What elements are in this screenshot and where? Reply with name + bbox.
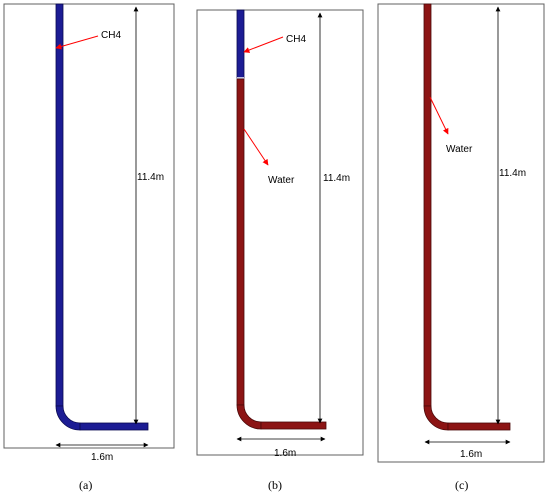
water-arrow	[243, 128, 269, 166]
pipe-horizontal	[79, 422, 149, 431]
panel-a-frame	[3, 3, 175, 449]
ch4-label: CH4	[101, 30, 121, 41]
panel-a: CH4 11.4m 1.6m (a)	[3, 3, 175, 492]
panel-b-pipe	[236, 9, 327, 430]
height-label: 11.4m	[499, 168, 526, 179]
panel-b-frame	[196, 9, 364, 456]
width-label: 1.6m	[460, 449, 482, 460]
ch4-arrow	[55, 35, 99, 50]
height-label: 11.4m	[137, 172, 164, 183]
pipe-horizontal	[447, 422, 511, 431]
water-arrow	[429, 96, 449, 135]
panel-b: CH4 Water 11.4m 1.6m (b)	[196, 9, 364, 492]
width-label: 1.6m	[274, 448, 296, 459]
pipe-water-section	[236, 78, 245, 406]
panel-c-pipe	[423, 3, 511, 431]
pipe-horizontal	[260, 421, 327, 430]
ch4-arrow	[243, 36, 284, 53]
caption-c: (c)	[455, 478, 468, 492]
water-label: Water	[268, 175, 295, 186]
width-label: 1.6m	[91, 452, 113, 463]
ch4-label: CH4	[286, 34, 306, 45]
caption-b: (b)	[268, 478, 282, 492]
panel-c-frame	[377, 3, 545, 463]
pipe-methane-section	[236, 9, 245, 79]
panel-a-pipe	[55, 3, 149, 431]
pipe-vertical	[423, 3, 432, 407]
gas-water-interface	[237, 77, 244, 79]
water-label: Water	[446, 144, 473, 155]
caption-a: (a)	[79, 478, 92, 492]
panel-c: Water 11.4m 1.6m (c)	[377, 3, 545, 492]
height-label: 11.4m	[323, 173, 350, 184]
pipe-vertical	[55, 3, 64, 407]
